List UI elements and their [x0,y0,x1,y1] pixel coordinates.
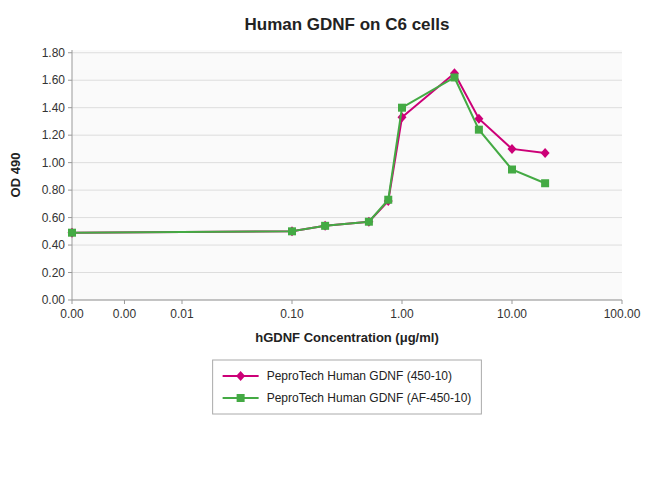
legend: PeproTech Human GDNF (450-10) PeproTech H… [213,360,482,414]
y-tick [68,245,72,246]
data-point [475,126,483,134]
legend-marker [236,371,245,381]
x-tick-label: 0.00 [60,307,84,321]
data-point [68,229,76,237]
data-point [365,218,373,226]
series [68,73,549,236]
y-tick-label: 1.20 [42,128,66,142]
x-axis-line [72,300,622,301]
y-tick-label: 0.40 [42,238,66,252]
y-tick-label: 1.80 [42,46,66,60]
legend-label: PeproTech Human GDNF (450-10) [267,369,452,383]
y-tick-label: 0.60 [42,211,66,225]
background [0,0,650,479]
y-tick [68,300,72,301]
grid-line [72,162,622,163]
x-tick [622,300,623,304]
y-tick [68,272,72,273]
grid-line [72,245,622,246]
y-tick [68,190,72,191]
x-tick [402,300,403,304]
legend-item: PeproTech Human GDNF (450-10) [223,369,452,383]
grid-line [72,107,622,108]
x-tick-label: 0.00 [113,307,137,321]
chart: 0.00 0.20 0.40 0.60 0.80 1.00 1.20 1.40 1.60 1.80… [0,0,650,479]
data-point [68,228,77,238]
y-tick-label: 0.20 [42,266,66,280]
x-tick [124,300,125,304]
y-tick [68,52,72,53]
data-point [508,144,517,154]
x-tick-label: 100.00 [604,307,641,321]
data-point [398,104,406,112]
grid-line [72,300,622,301]
x-axis-label: hGDNF Concentration (μg/ml) [255,330,438,345]
grid [72,53,622,300]
y-tick [68,80,72,81]
page: {"chart_data": { "type": "line", "title"… [0,0,650,479]
grid-line [72,52,622,53]
series [68,68,550,237]
grid-line [72,272,622,273]
data-point [321,222,329,230]
y-tick [68,217,72,218]
y-tick-label: 1.40 [42,101,66,115]
x-tick-label: 10.00 [497,307,527,321]
data-point [541,148,550,158]
y-tick-label: 1.00 [42,156,66,170]
x-tick [292,300,293,304]
series-line [72,73,545,232]
grid-line [72,135,622,136]
data-point [541,179,549,187]
x-tick-label: 0.01 [170,307,194,321]
x-tick [182,300,183,304]
y-tick-label: 0.00 [42,293,66,307]
y-tick [68,135,72,136]
data-point [288,226,297,236]
data [68,68,550,237]
x-tick [512,300,513,304]
data-point [384,196,392,204]
y-tick [68,162,72,163]
legend-label: PeproTech Human GDNF (AF-450-10) [267,391,472,405]
y-tick-label: 1.60 [42,73,66,87]
x-tick [72,300,73,304]
title: Human GDNF on C6 cells [245,15,450,34]
y-axis-label: OD 490 [8,153,23,198]
y-tick-label: 0.80 [42,183,66,197]
x-tick-label: 1.00 [390,307,414,321]
data-point [364,217,373,227]
y-tick [68,107,72,108]
y-axis-line [72,50,73,300]
grid-line [72,80,622,81]
data-point [508,166,516,174]
plot-area [72,50,622,300]
legend-box [213,360,482,414]
data-point [288,227,296,235]
grid-line [72,217,622,218]
data-point [450,73,458,81]
x-tick-label: 0.10 [280,307,304,321]
grid-line [72,190,622,191]
data-point [321,221,330,231]
axes: 0.00 0.20 0.40 0.60 0.80 1.00 1.20 1.40 1.60 1.80… [42,46,641,321]
series-line [72,77,545,232]
legend-item: PeproTech Human GDNF (AF-450-10) [223,391,472,405]
legend-marker [237,394,245,402]
